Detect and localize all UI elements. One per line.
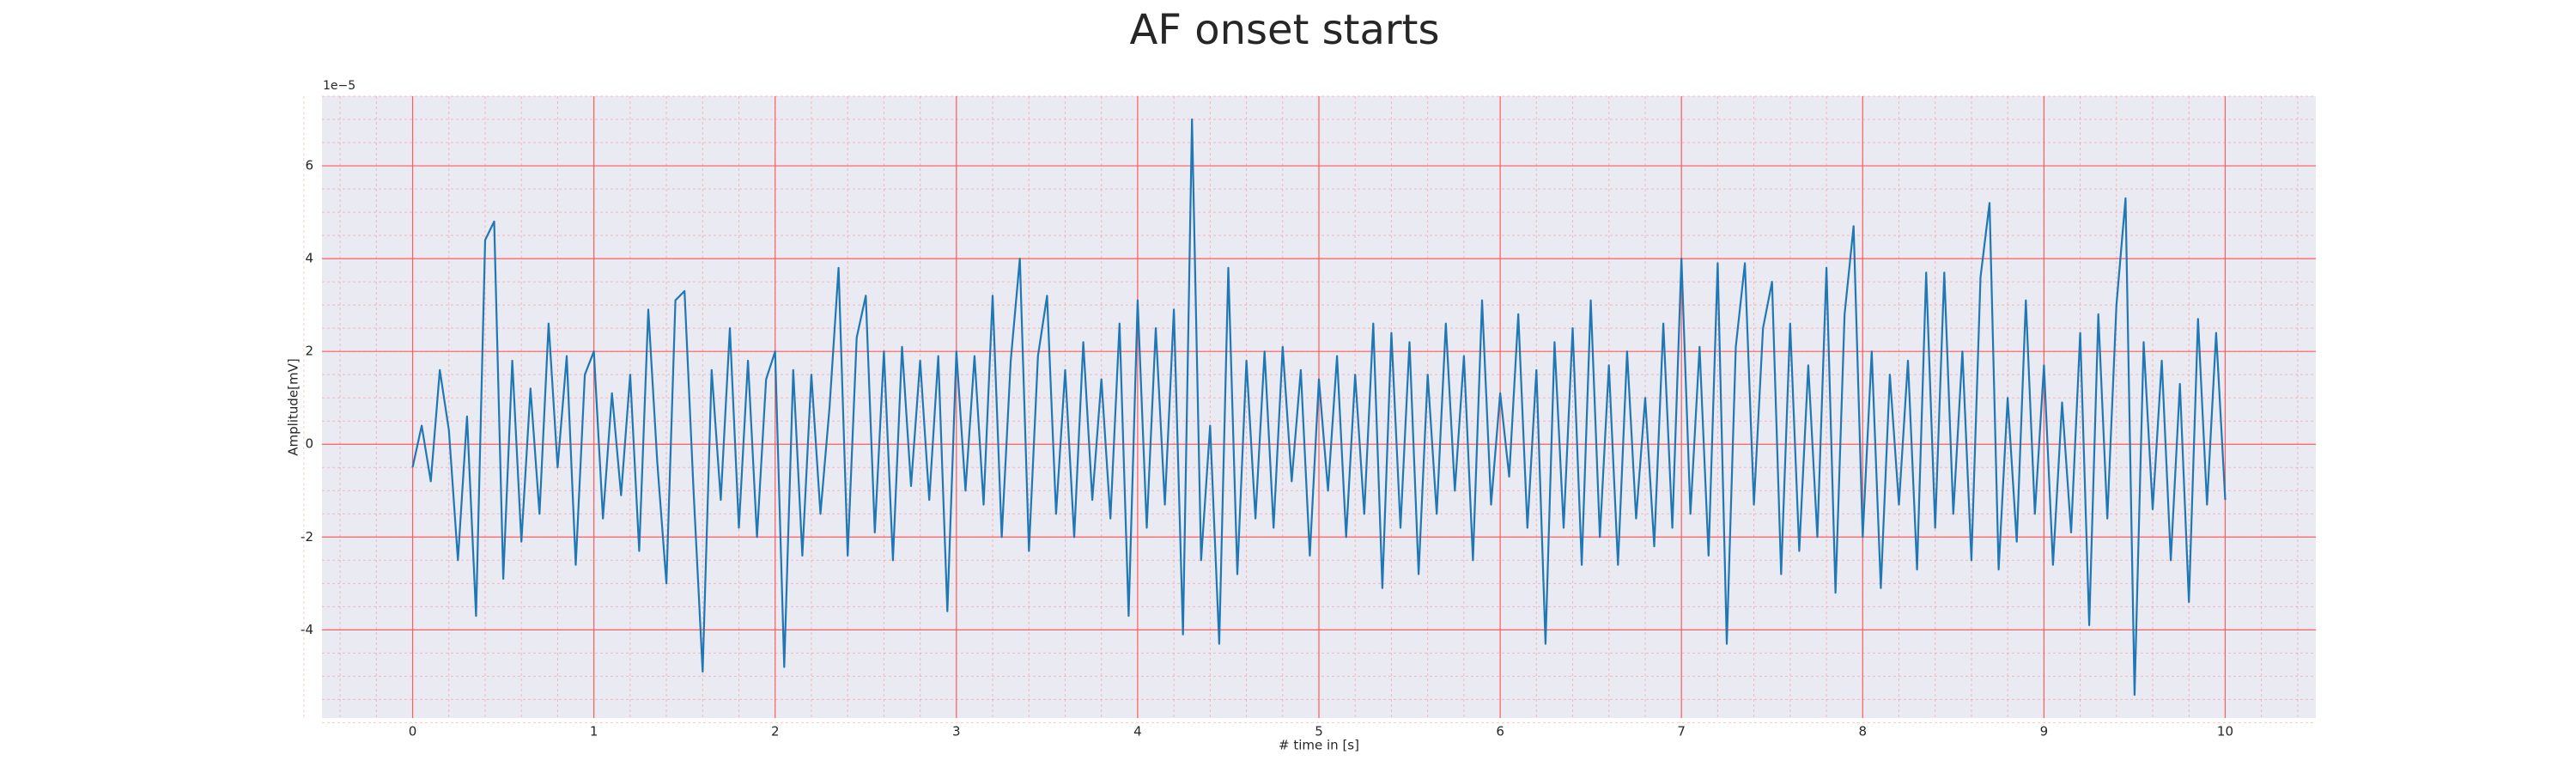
x-tick-label: 7 — [1677, 724, 1686, 740]
y-tick-label: -4 — [301, 622, 313, 637]
y-tick-label: 2 — [305, 344, 313, 359]
x-tick-label: 0 — [409, 724, 417, 740]
x-tick-label: 8 — [1858, 724, 1867, 740]
axis-offset-label: 1e−5 — [323, 79, 355, 93]
x-tick-label: 1 — [590, 724, 598, 740]
x-tick-label: 4 — [1133, 724, 1142, 740]
y-tick-label: 4 — [305, 251, 313, 266]
x-tick-label: 3 — [952, 724, 961, 740]
x-tick-label: 5 — [1315, 724, 1323, 740]
y-tick-label: 0 — [305, 436, 313, 452]
x-tick-label: 10 — [2217, 724, 2233, 740]
x-tick-label: 6 — [1496, 724, 1504, 740]
chart-title: AF onset starts — [1130, 6, 1440, 54]
y-tick-label: 6 — [305, 158, 313, 173]
signal-line — [411, 118, 2227, 697]
y-axis-label: Amplitude[mV] — [286, 358, 301, 455]
x-axis-label: # time in [s] — [1279, 738, 1359, 753]
y-tick-label: -2 — [301, 529, 313, 545]
x-tick-label: 2 — [771, 724, 780, 740]
x-tick-label: 9 — [2040, 724, 2049, 740]
